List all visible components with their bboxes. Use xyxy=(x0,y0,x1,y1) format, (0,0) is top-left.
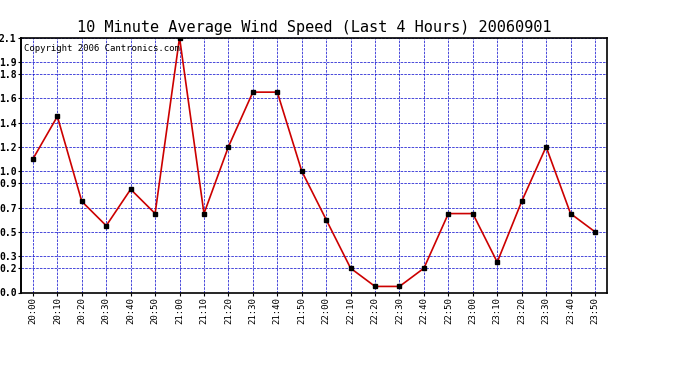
Text: Copyright 2006 Cantronics.com: Copyright 2006 Cantronics.com xyxy=(23,44,179,53)
Title: 10 Minute Average Wind Speed (Last 4 Hours) 20060901: 10 Minute Average Wind Speed (Last 4 Hou… xyxy=(77,20,551,35)
